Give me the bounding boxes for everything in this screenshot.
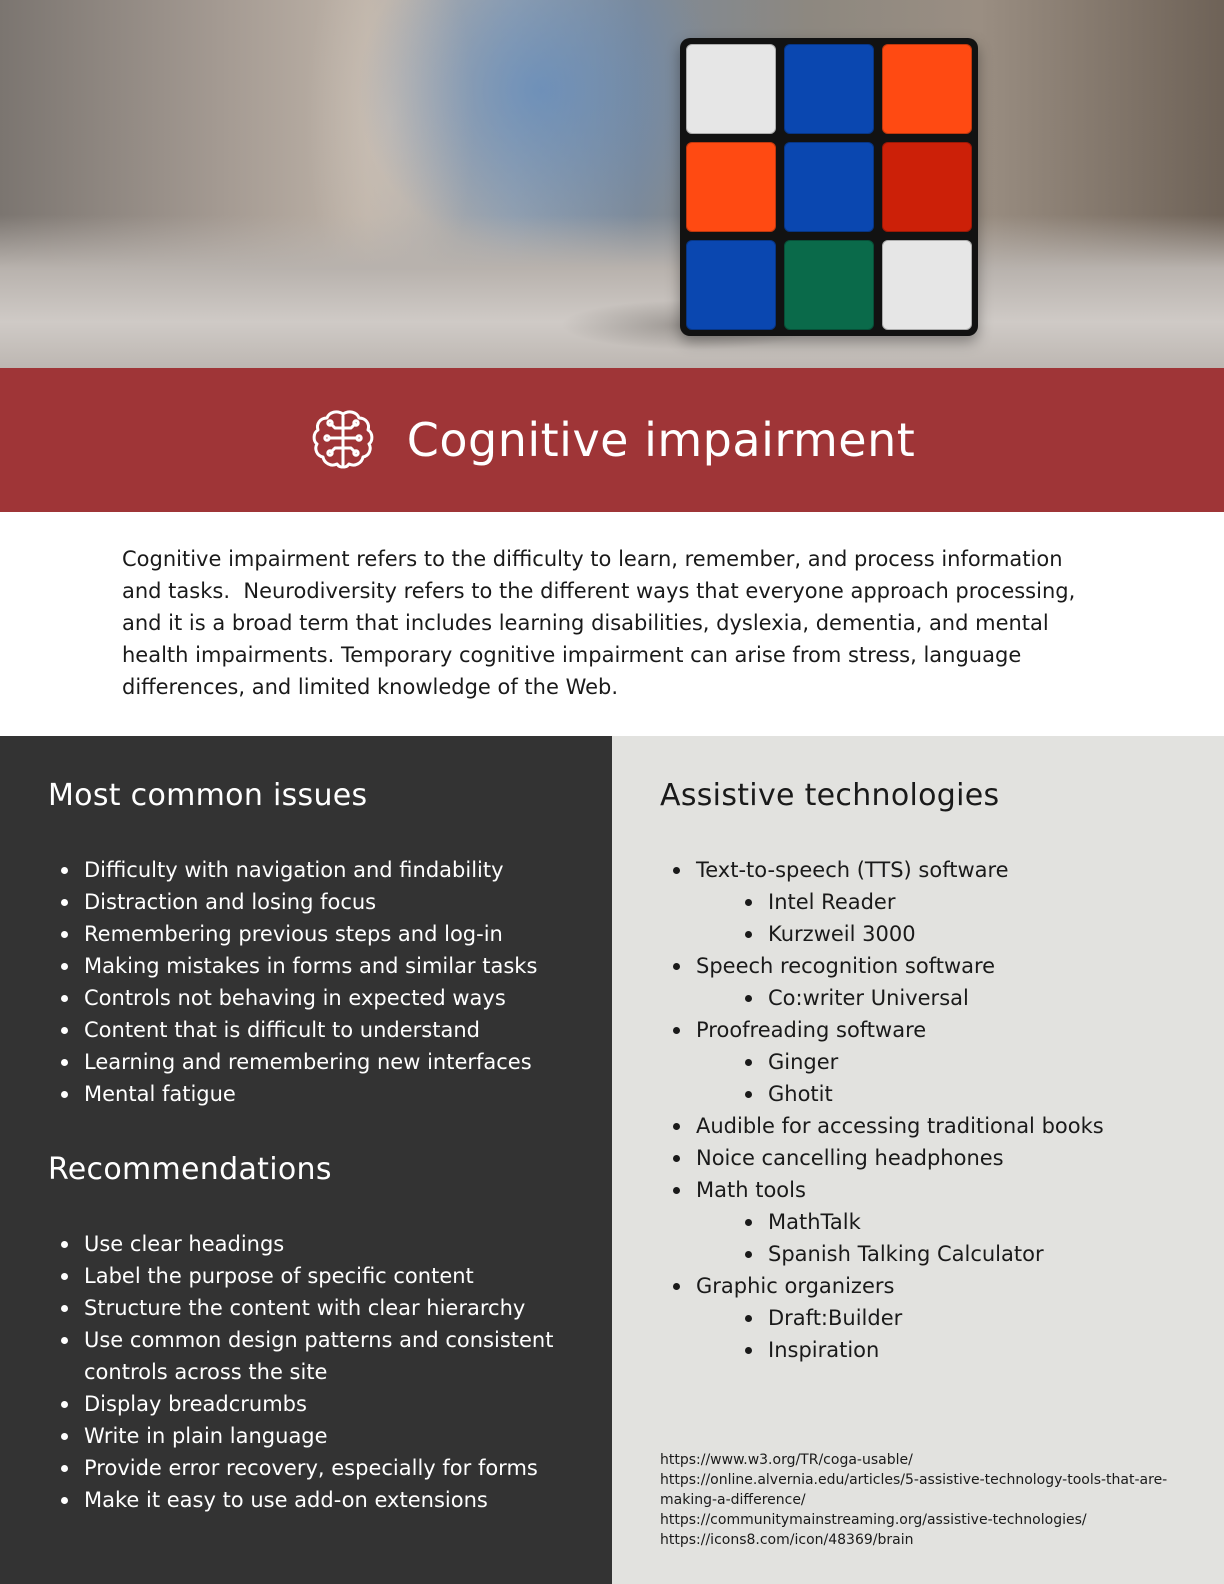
- recommendations-heading: Recommendations: [48, 1152, 332, 1187]
- assistive-subitem: Ghotit: [660, 1078, 1200, 1110]
- cube-sticker: [882, 240, 972, 330]
- issue-item: Learning and remembering new interfaces: [48, 1046, 588, 1078]
- cube-sticker: [882, 44, 972, 134]
- intro-paragraph: Cognitive impairment refers to the diffi…: [122, 547, 1082, 699]
- issue-item: Mental fatigue: [48, 1078, 588, 1110]
- rubiks-cube: [680, 38, 978, 336]
- cube-sticker: [686, 44, 776, 134]
- cube-sticker: [784, 240, 874, 330]
- page-title: Cognitive impairment: [406, 413, 916, 467]
- issue-item: Difficulty with navigation and findabili…: [48, 854, 588, 886]
- issue-item: Making mistakes in forms and similar tas…: [48, 950, 588, 982]
- cube-sticker: [784, 44, 874, 134]
- title-band: Cognitive impairment: [0, 368, 1224, 512]
- issues-recommendations-panel: Most common issues Difficulty with navig…: [0, 736, 612, 1584]
- issues-list: Difficulty with navigation and findabili…: [48, 854, 588, 1110]
- issues-heading: Most common issues: [48, 778, 368, 813]
- issue-item: Controls not behaving in expected ways: [48, 982, 588, 1014]
- reference-link[interactable]: https://online.alvernia.edu/articles/5-a…: [660, 1472, 1168, 1508]
- recommendation-item: Write in plain language: [48, 1420, 588, 1452]
- recommendation-item: Provide error recovery, especially for f…: [48, 1452, 588, 1484]
- assistive-subitem: Co:writer Universal: [660, 982, 1200, 1014]
- assistive-subitem: Spanish Talking Calculator: [660, 1238, 1200, 1270]
- recommendations-list: Use clear headings Label the purpose of s…: [48, 1228, 588, 1516]
- recommendation-item: Label the purpose of specific content: [48, 1260, 588, 1292]
- issue-item: Content that is difficult to understand: [48, 1014, 588, 1046]
- brain-icon: [312, 410, 374, 469]
- assistive-item: Noice cancelling headphones: [660, 1142, 1200, 1174]
- assistive-heading: Assistive technologies: [660, 778, 1000, 813]
- hero-image: [0, 0, 1224, 368]
- assistive-subitem: Kurzweil 3000: [660, 918, 1200, 950]
- assistive-subitem: Intel Reader: [660, 886, 1200, 918]
- recommendation-item: Use common design patterns and consisten…: [48, 1324, 588, 1388]
- assistive-subitem: MathTalk: [660, 1206, 1200, 1238]
- assistive-item: Speech recognition software: [660, 950, 1200, 982]
- reference-link[interactable]: https://icons8.com/icon/48369/brain: [660, 1532, 914, 1548]
- assistive-subitem: Inspiration: [660, 1334, 1200, 1366]
- issue-item: Distraction and losing focus: [48, 886, 588, 918]
- assistive-subitem: Draft:Builder: [660, 1302, 1200, 1334]
- recommendation-item: Use clear headings: [48, 1228, 588, 1260]
- recommendation-item: Display breadcrumbs: [48, 1388, 588, 1420]
- cube-sticker: [686, 240, 776, 330]
- assistive-item: Text-to-speech (TTS) software: [660, 854, 1200, 886]
- hero-floor: [0, 215, 1224, 368]
- assistive-item: Math tools: [660, 1174, 1200, 1206]
- assistive-subitem: Ginger: [660, 1046, 1200, 1078]
- assistive-item: Proofreading software: [660, 1014, 1200, 1046]
- issue-item: Remembering previous steps and log-in: [48, 918, 588, 950]
- assistive-item: Audible for accessing traditional books: [660, 1110, 1200, 1142]
- recommendation-item: Make it easy to use add-on extensions: [48, 1484, 588, 1516]
- assistive-item: Graphic organizers: [660, 1270, 1200, 1302]
- assistive-technologies-panel: Assistive technologies Text-to-speech (T…: [612, 736, 1224, 1584]
- reference-link[interactable]: https://communitymainstreaming.org/assis…: [660, 1512, 1087, 1528]
- cube-sticker: [882, 142, 972, 232]
- cube-sticker: [686, 142, 776, 232]
- assistive-list: Text-to-speech (TTS) software Intel Reade…: [660, 854, 1200, 1366]
- cube-sticker: [784, 142, 874, 232]
- references: https://www.w3.org/TR/coga-usable/https:…: [660, 1450, 1180, 1550]
- reference-link[interactable]: https://www.w3.org/TR/coga-usable/: [660, 1452, 913, 1468]
- recommendation-item: Structure the content with clear hierarc…: [48, 1292, 588, 1324]
